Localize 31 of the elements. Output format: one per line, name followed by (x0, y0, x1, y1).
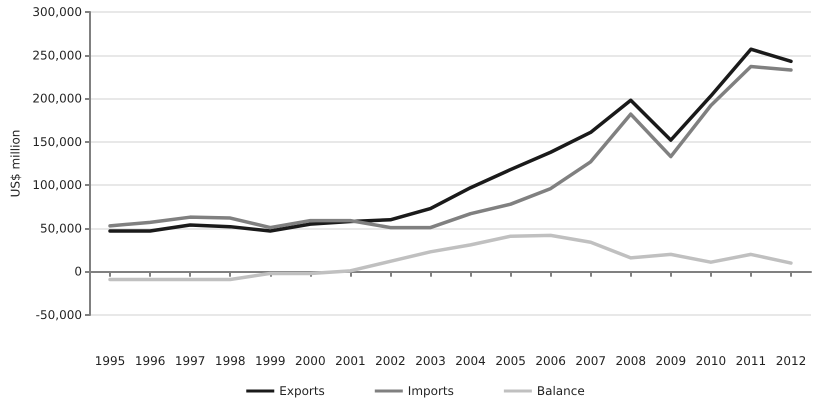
x-tick-label: 2010 (696, 354, 726, 368)
x-tick-label: 1997 (174, 354, 206, 368)
legend-label: Balance (536, 384, 585, 398)
y-axis-title: US$ million (8, 130, 22, 198)
x-tick-label: 2006 (535, 354, 566, 368)
x-tick-label: 2011 (736, 354, 766, 368)
x-tick-label: 2012 (776, 354, 806, 368)
line-series (108, 234, 793, 282)
y-tick-label: -50,000 (36, 308, 82, 322)
y-tick-label: 200,000 (32, 92, 82, 106)
x-tick-label: 2000 (295, 354, 326, 368)
x-tick-label: 2009 (656, 354, 686, 368)
x-tick-label: 2007 (575, 354, 606, 368)
y-tick-label: 250,000 (32, 48, 82, 62)
x-tick-label: 2008 (615, 354, 646, 368)
x-tick-label: 2004 (455, 354, 486, 368)
x-tick-label: 1998 (214, 354, 246, 368)
y-tick-label: 50,000 (40, 221, 82, 236)
x-tick-label: 1996 (134, 354, 166, 368)
y-tick-label: 300,000 (32, 5, 82, 19)
x-tick-label: 1999 (254, 354, 286, 368)
x-tick-label: 1995 (94, 354, 126, 368)
x-tick-label: 2005 (495, 354, 526, 368)
y-tick-label: 100,000 (32, 178, 82, 192)
legend-label: Exports (279, 384, 325, 398)
legend-label: Imports (408, 384, 454, 398)
x-tick-label: 2003 (415, 354, 446, 368)
x-tick-label: 2001 (335, 354, 366, 368)
y-tick-label: 150,000 (32, 134, 82, 149)
y-tick-label: 0 (74, 264, 82, 279)
x-tick-label: 2002 (375, 354, 406, 368)
